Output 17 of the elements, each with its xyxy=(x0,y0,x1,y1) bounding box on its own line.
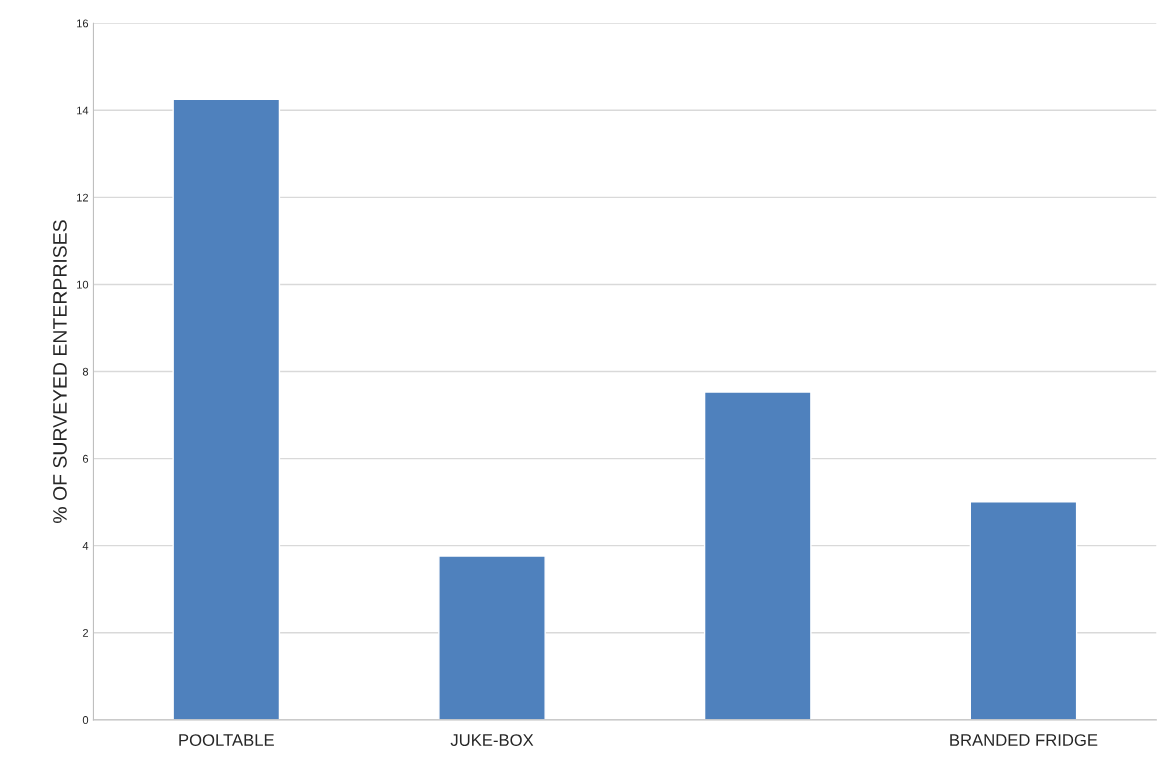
x-tick-label: POOLTABLE xyxy=(179,734,274,746)
y-tick-label: 4 xyxy=(82,542,89,550)
y-tick-label: 0 xyxy=(82,716,89,724)
y-tick-label: 12 xyxy=(77,193,89,202)
bar xyxy=(703,391,812,720)
bar xyxy=(438,555,546,720)
y-tick-label: 10 xyxy=(77,280,89,289)
y-axis-title: % OF SURVEYED ENTERPRISES xyxy=(53,220,67,524)
x-tick-label: BRANDED FRIDGE xyxy=(950,734,1098,746)
y-tick-label: 8 xyxy=(82,367,89,376)
y-tick-label: 2 xyxy=(82,629,89,637)
x-tick-label: JUKE-BOX xyxy=(450,734,534,746)
bar xyxy=(969,501,1078,720)
y-tick-label: 14 xyxy=(77,106,89,115)
bar xyxy=(172,98,281,720)
y-tick-label: 16 xyxy=(77,19,89,28)
y-tick-label: 6 xyxy=(82,454,89,463)
